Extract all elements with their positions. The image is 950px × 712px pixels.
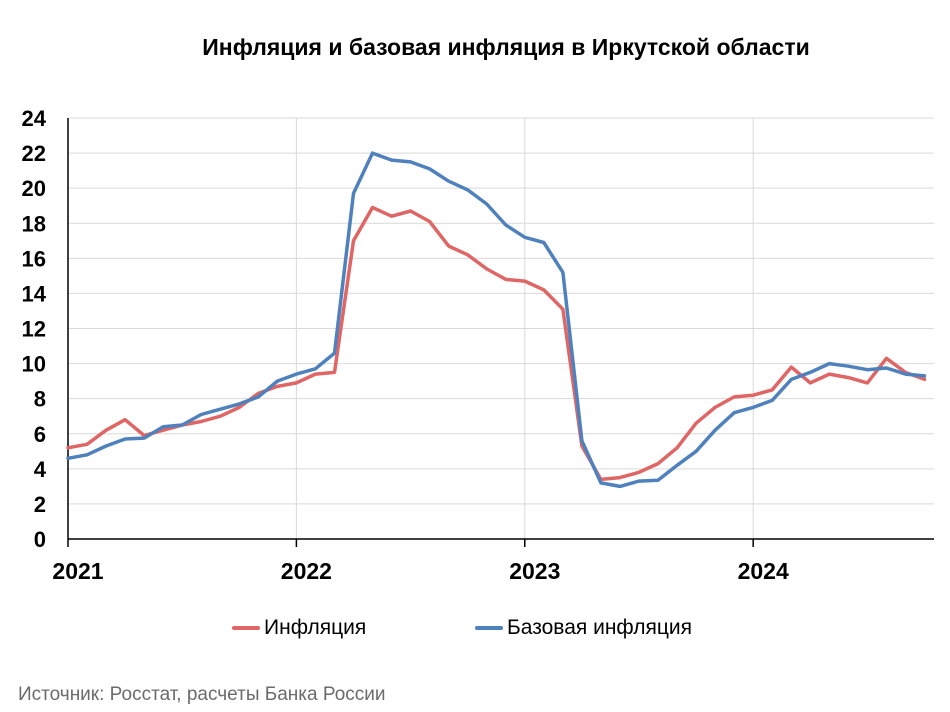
y-tick-label: 22: [22, 141, 46, 166]
legend: Инфляция Базовая инфляция: [0, 616, 950, 646]
y-tick-label: 16: [22, 246, 46, 271]
y-tick-label: 2: [34, 492, 46, 517]
y-tick-label: 18: [22, 211, 46, 236]
x-tick-label: 2022: [281, 558, 332, 584]
y-tick-label: 20: [22, 176, 46, 201]
legend-label-inflation: Инфляция: [264, 616, 367, 639]
axes: [67, 118, 934, 547]
series-lines: [66, 151, 927, 489]
y-tick-label: 8: [34, 387, 46, 412]
x-tick-label: 2021: [52, 558, 103, 584]
y-tick-label: 14: [22, 281, 47, 306]
y-tick-label: 6: [34, 422, 46, 447]
legend-label-core-inflation: Базовая инфляция: [507, 616, 693, 639]
chart-title: Инфляция и базовая инфляция в Иркутской …: [202, 34, 810, 60]
series-line-inflation: [66, 205, 927, 482]
source-note: Источник: Росстат, расчеты Банка России: [18, 684, 386, 705]
y-tick-label: 24: [22, 106, 47, 131]
legend-swatch-inflation: [232, 626, 260, 630]
x-tick-label: 2023: [509, 558, 560, 584]
x-tick-label: 2024: [738, 558, 789, 584]
y-tick-label: 12: [22, 317, 46, 342]
y-tick-label: 10: [22, 352, 46, 377]
y-tick-label: 4: [34, 457, 47, 482]
gridlines: [68, 117, 934, 539]
legend-swatch-core-inflation: [475, 626, 503, 630]
series-line-core-inflation: [66, 151, 927, 489]
y-tick-label: 0: [34, 527, 46, 552]
legend-item-core-inflation: Базовая инфляция: [475, 616, 692, 640]
legend-item-inflation: Инфляция: [232, 616, 366, 640]
